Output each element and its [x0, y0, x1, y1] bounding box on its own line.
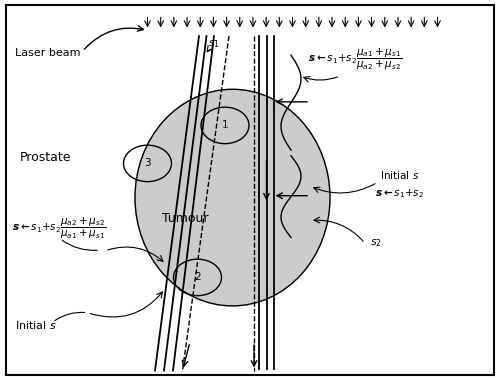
FancyBboxPatch shape — [6, 5, 494, 375]
Text: $\boldsymbol{s \leftarrow s_1{+}s_2}$: $\boldsymbol{s \leftarrow s_1{+}s_2}$ — [375, 187, 424, 200]
Text: Prostate: Prostate — [20, 151, 72, 164]
Text: Initial $s$: Initial $s$ — [15, 319, 57, 331]
Text: 1: 1 — [222, 120, 228, 130]
Text: $\boldsymbol{s \leftarrow s_1{+}s_2\dfrac{\mu_{a2}+\mu_{s2}}{\mu_{a1}+\mu_{s1}}}: $\boldsymbol{s \leftarrow s_1{+}s_2\dfra… — [12, 215, 107, 241]
Text: Laser beam: Laser beam — [15, 48, 80, 58]
Text: $\boldsymbol{s \leftarrow s_1{+}s_2\dfrac{\mu_{a1}+\mu_{s1}}{\mu_{a2}+\mu_{s2}}}: $\boldsymbol{s \leftarrow s_1{+}s_2\dfra… — [308, 46, 402, 71]
Text: Initial $s$: Initial $s$ — [380, 169, 419, 181]
Text: Tumour: Tumour — [162, 212, 208, 225]
Text: $s_1$: $s_1$ — [208, 38, 220, 50]
Ellipse shape — [135, 89, 330, 306]
Text: 3: 3 — [144, 158, 151, 168]
Text: 2: 2 — [194, 272, 201, 282]
Text: $s_2$: $s_2$ — [370, 237, 382, 249]
